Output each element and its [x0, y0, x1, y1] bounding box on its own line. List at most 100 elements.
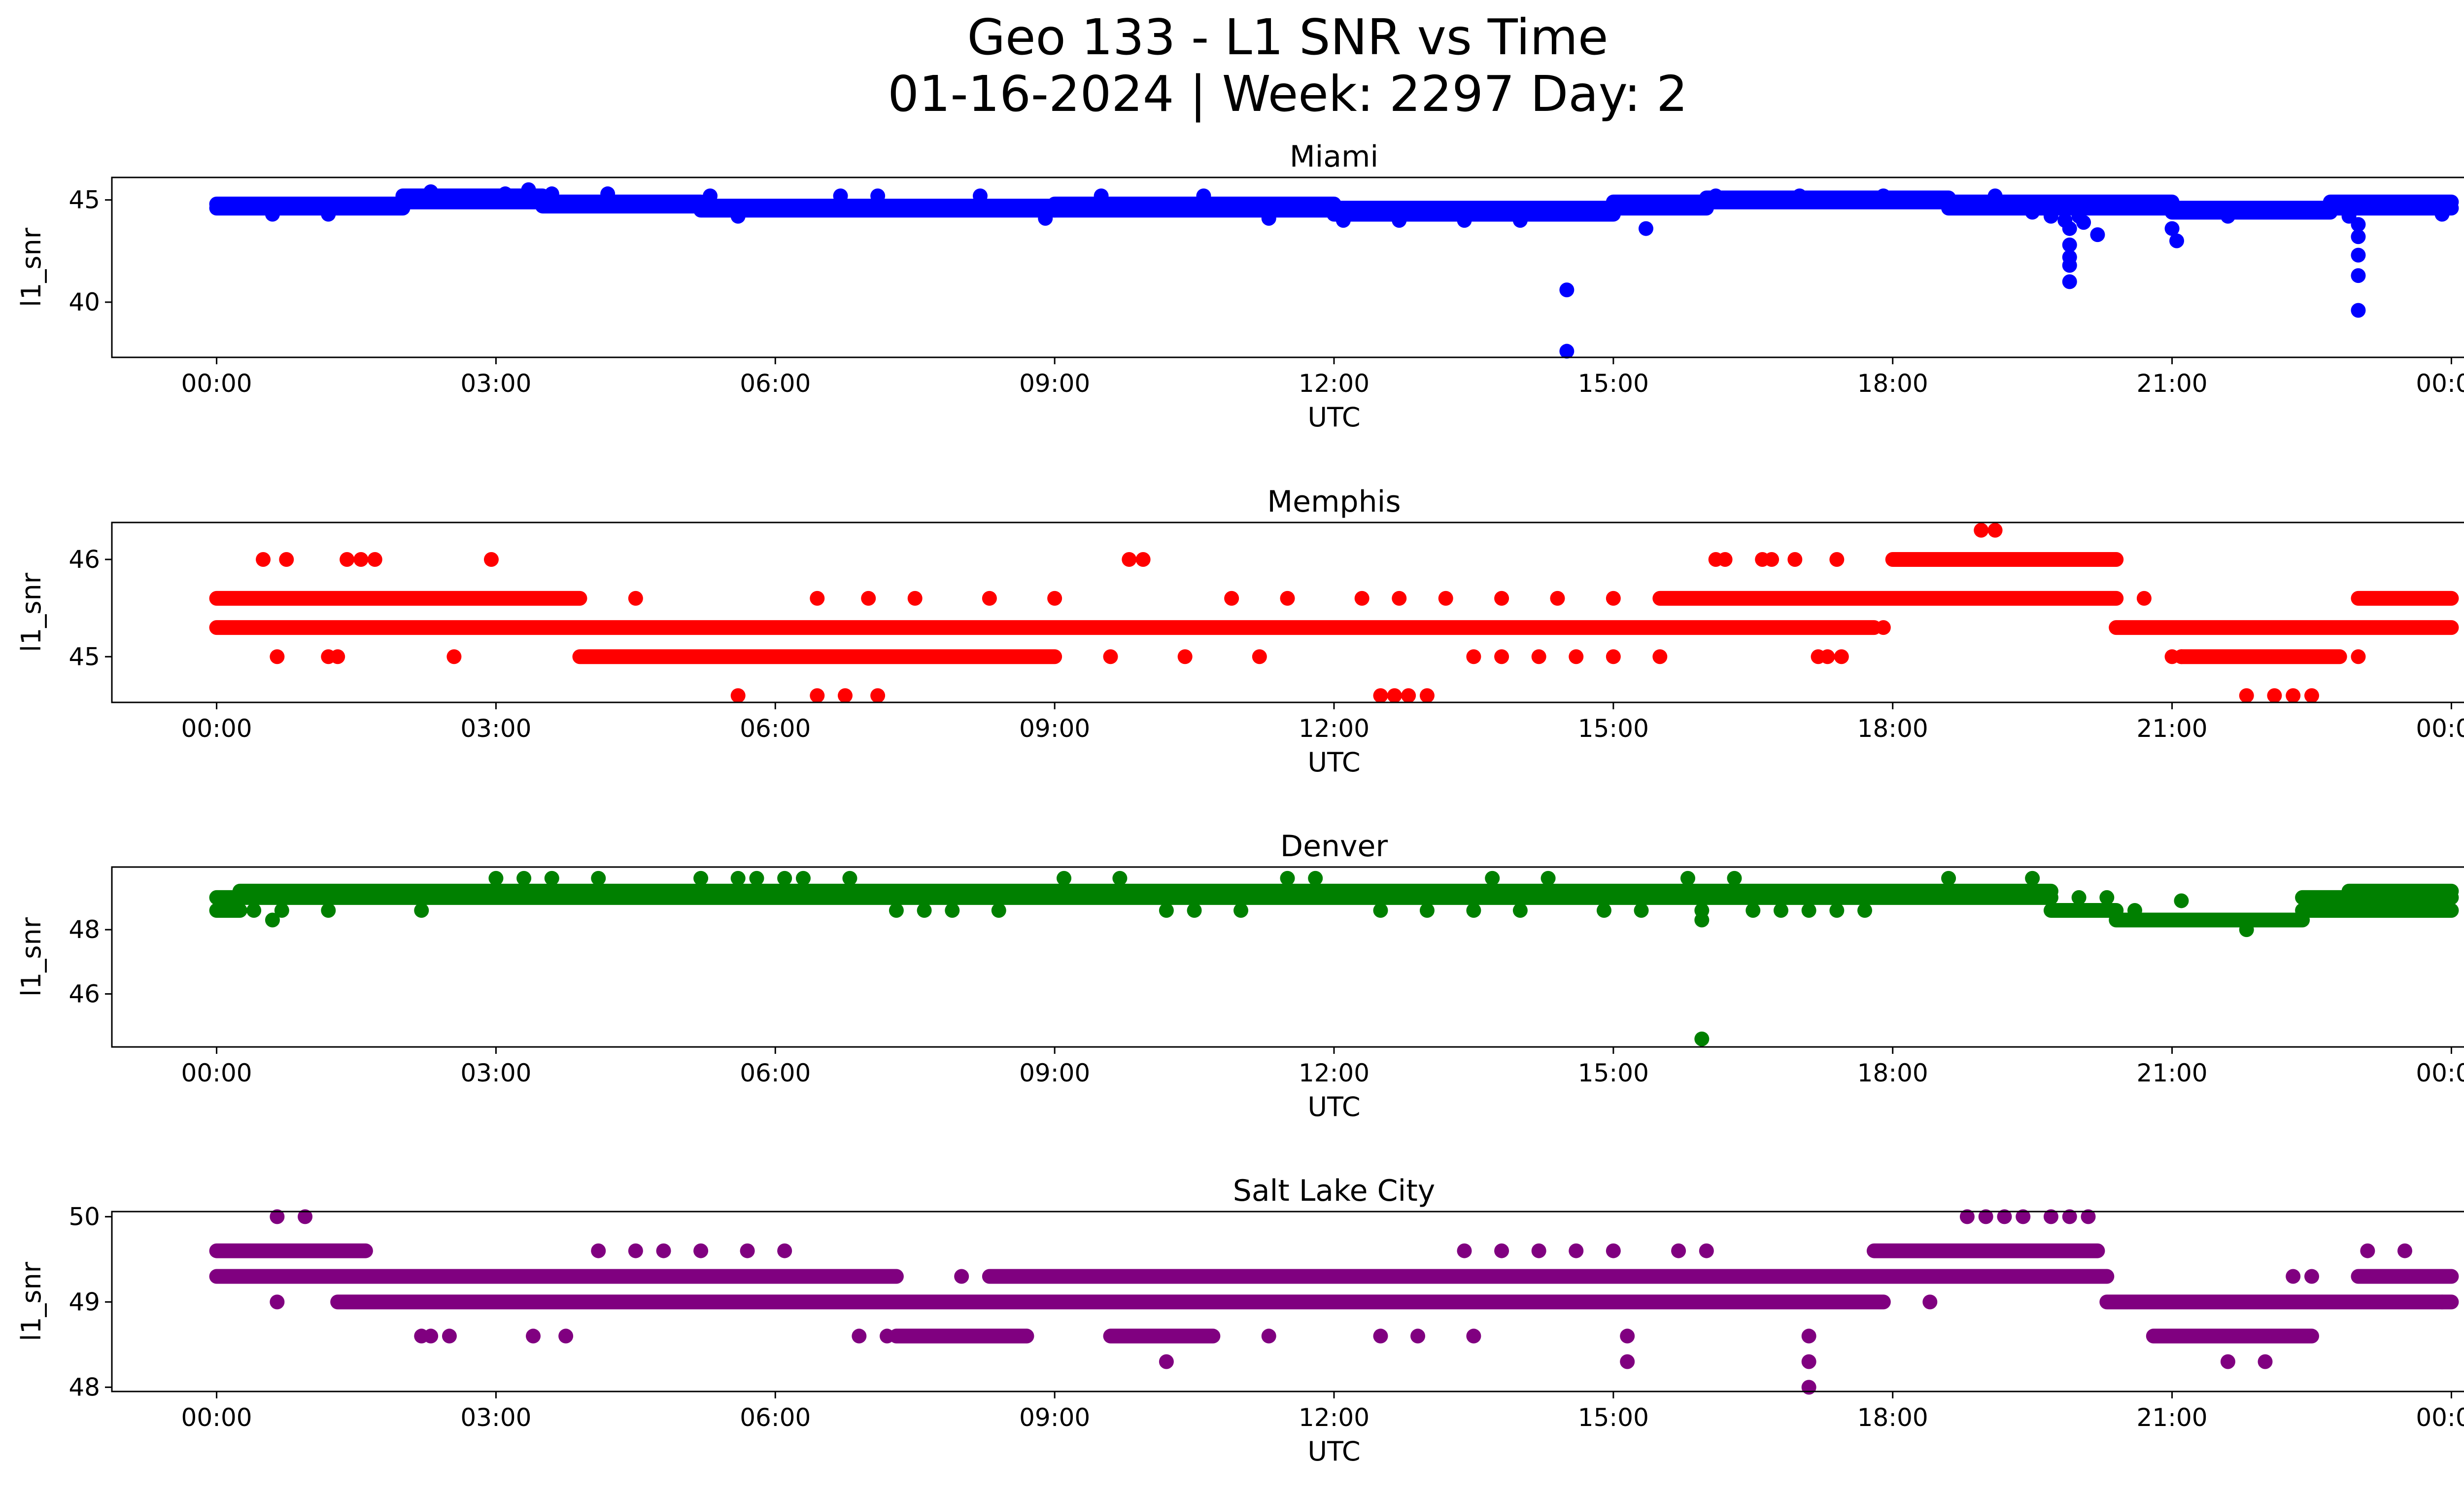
scatter-point: [1876, 188, 1891, 204]
scatter-point: [2351, 649, 2366, 664]
x-tick-label: 09:00: [1019, 369, 1090, 398]
scatter-point: [1512, 903, 1528, 918]
scatter-band: [330, 1294, 1891, 1310]
scatter-band: [1866, 1243, 2105, 1258]
scatter-point: [2360, 1243, 2375, 1258]
scatter-point: [414, 903, 429, 918]
scatter-band: [209, 620, 1882, 635]
scatter-point: [1438, 591, 1453, 606]
scatter-point: [1168, 1269, 1183, 1284]
scatter-point: [628, 591, 643, 606]
scatter-point: [442, 1328, 457, 1344]
scatter-point: [1373, 688, 1388, 703]
scatter-point: [2090, 227, 2105, 243]
scatter-point: [1792, 188, 1807, 204]
scatter-band: [889, 1328, 1034, 1344]
scatter-point: [1196, 188, 1211, 204]
x-tick-label: 09:00: [1019, 714, 1090, 743]
scatter-point: [1764, 552, 1780, 567]
scatter-point: [1699, 1243, 1714, 1258]
x-tick-label: 21:00: [2137, 369, 2208, 398]
scatter-point: [777, 1243, 792, 1258]
y-tick-label: 48: [68, 915, 100, 944]
scatter-point: [1680, 870, 1696, 886]
scatter-point: [2016, 1209, 2031, 1224]
x-axis-label: UTC: [1307, 1436, 1360, 1467]
scatter-point: [2127, 903, 2142, 918]
scatter-point: [330, 649, 345, 664]
scatter-point: [2286, 688, 2301, 703]
scatter-band: [2109, 912, 2310, 928]
scatter-point: [795, 870, 811, 886]
subplot-title: Salt Lake City: [1233, 1174, 1436, 1208]
scatter-point: [1694, 1031, 1710, 1046]
y-tick-label: 40: [68, 288, 100, 316]
scatter-point: [945, 903, 960, 918]
scatter-point: [1801, 1328, 1816, 1344]
scatter-band: [209, 591, 587, 606]
scatter-point: [833, 188, 848, 204]
scatter-point: [1820, 649, 1835, 664]
scatter-point: [591, 870, 606, 886]
y-axis-label: l1_snr: [16, 917, 47, 997]
scatter-point: [1242, 1269, 1258, 1284]
scatter-point: [810, 591, 825, 606]
scatter-point: [1620, 1354, 1635, 1369]
scatter-band: [209, 1269, 904, 1284]
scatter-point: [558, 1328, 574, 1344]
scatter-point: [1280, 870, 1295, 886]
scatter-point: [1159, 1354, 1174, 1369]
scatter-point: [1373, 1328, 1388, 1344]
subplot-salt-lake-city: Salt Lake City 00:00 03:00 06:00 09:00 12:00 1…: [16, 1174, 2464, 1467]
scatter-point: [1252, 649, 1267, 664]
scatter-band: [1047, 203, 1341, 218]
scatter-point: [810, 688, 825, 703]
scatter-point: [1494, 649, 1509, 664]
x-tick-label: 00:00: [2416, 1059, 2464, 1087]
scatter-point: [1308, 870, 1323, 886]
scatter-point: [1717, 552, 1733, 567]
scatter-point: [1829, 552, 1845, 567]
scatter-point: [591, 1243, 606, 1258]
scatter-point: [1801, 1354, 1816, 1369]
scatter-point: [1857, 903, 1873, 918]
scatter-point: [1606, 1243, 1621, 1258]
scatter-point: [544, 870, 559, 886]
x-tick-label: 18:00: [1857, 714, 1928, 743]
x-tick-label: 12:00: [1299, 1403, 1369, 1432]
scatter-point: [2351, 268, 2366, 283]
x-tick-label: 12:00: [1299, 369, 1369, 398]
y-tick-label: 45: [68, 642, 100, 671]
x-tick-label: 21:00: [2137, 714, 2208, 743]
scatter-point: [693, 870, 709, 886]
scatter-point: [270, 1209, 285, 1224]
scatter-point: [954, 1269, 969, 1284]
scatter-point: [861, 591, 876, 606]
scatter-point: [2136, 591, 2152, 606]
scatter-band: [2351, 1269, 2459, 1284]
y-tick-label: 46: [68, 545, 100, 574]
scatter-point: [544, 186, 559, 202]
y-tick-label: 50: [68, 1202, 100, 1231]
scatter-point: [1787, 552, 1803, 567]
x-tick-label: 06:00: [740, 369, 811, 398]
x-tick-label: 06:00: [740, 714, 811, 743]
scatter-point: [1335, 213, 1351, 228]
scatter-point: [2169, 233, 2185, 248]
scatter-band: [1606, 201, 1714, 216]
scatter-point: [1596, 903, 1611, 918]
scatter-point: [1135, 552, 1151, 567]
x-tick-label: 15:00: [1578, 714, 1649, 743]
scatter-band: [209, 1243, 373, 1258]
scatter-point: [1569, 649, 1584, 664]
scatter-band: [1327, 207, 1621, 222]
scatter-point: [2043, 209, 2058, 224]
scatter-point: [870, 188, 886, 204]
scatter-band: [1699, 194, 1956, 209]
scatter-point: [2081, 1209, 2096, 1224]
scatter-point: [600, 186, 616, 202]
scatter-point: [2351, 303, 2366, 318]
scatter-point: [2062, 237, 2077, 252]
scatter-band: [1103, 1328, 1221, 1344]
scatter-point: [628, 1243, 643, 1258]
